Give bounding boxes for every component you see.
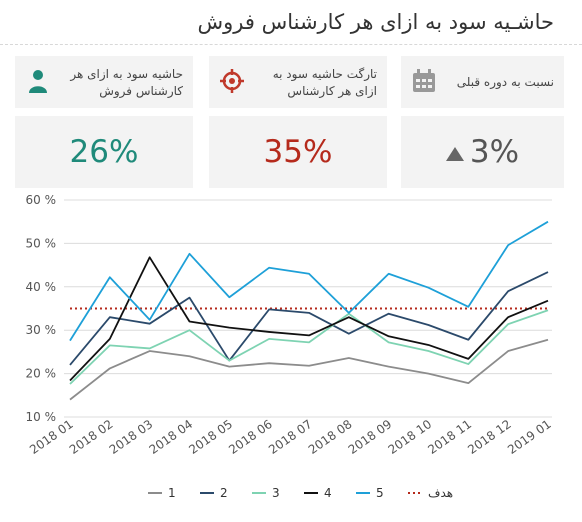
y-tick-label: 30 %: [26, 323, 57, 337]
target-label-line1: تارگت حاشیه سود به: [272, 67, 377, 81]
person-icon: [29, 70, 47, 93]
legend-label-3: 3: [272, 486, 280, 500]
y-tick-label: 50 %: [26, 236, 57, 250]
profit-per-agent-label: حاشیه سود به ازای هر کارشناس فروش: [70, 66, 183, 100]
series-line-1: [69, 338, 549, 401]
y-tick-label: 10 %: [26, 410, 57, 424]
target-icon: [220, 69, 244, 93]
previous-period-card-header: نسبت به دوره قبلی: [401, 56, 564, 108]
profit-per-agent-label-line1: حاشیه سود به ازای هر: [70, 67, 183, 81]
profit-per-agent-card-header: حاشیه سود به ازای هر کارشناس فروش: [15, 56, 193, 108]
profit-per-agent-card-value: 26%: [15, 116, 193, 188]
x-tick-label: 2018 11: [425, 417, 474, 457]
triangle-up-icon: [445, 146, 464, 161]
x-tick-label: 2018 07: [266, 417, 315, 457]
x-tick-label: 2018 09: [346, 417, 395, 457]
series-line-4: [69, 256, 549, 382]
x-tick-label: 2018 12: [465, 417, 514, 457]
legend-label-2: 2: [220, 486, 228, 500]
previous-period-label: نسبت به دوره قبلی: [457, 74, 554, 91]
x-tick-label: 2018 04: [147, 417, 196, 457]
series-line-5: [69, 220, 549, 342]
x-tick-label: 2019 01: [505, 417, 554, 457]
y-tick-label: 40 %: [26, 280, 57, 294]
x-tick-label: 2018 02: [67, 417, 116, 457]
target-label: تارگت حاشیه سود به ازای هر کارشناس: [273, 66, 377, 100]
chart-series: [69, 220, 549, 401]
x-tick-label: 2018 03: [107, 417, 156, 457]
y-tick-label: 60 %: [26, 193, 57, 207]
series-line-2: [69, 271, 549, 366]
profit-per-agent-value: 26%: [69, 134, 139, 170]
target-label-line2: ازای هر کارشناس: [287, 84, 377, 98]
x-tick-label: 2018 10: [386, 417, 435, 457]
x-tick-label: 2018 08: [306, 417, 355, 457]
x-tick-label: 2018 06: [226, 417, 275, 457]
profit-per-agent-label-line2: کارشناس فروش: [99, 84, 183, 98]
chart-legend: 1 2 3 4 5 هدف: [148, 486, 453, 500]
page-title: حاشـیه سود به ازای هر کارشناس فروش: [197, 10, 555, 34]
target-card-header: تارگت حاشیه سود به ازای هر کارشناس: [209, 56, 387, 108]
previous-period-value-wrap: 3%: [401, 134, 564, 170]
title-divider: [0, 44, 582, 45]
calendar-icon: [413, 69, 435, 92]
previous-period-value: 3%: [469, 134, 520, 170]
target-value: 35%: [263, 134, 333, 170]
previous-period-card-value: 3%: [401, 116, 564, 188]
x-tick-label: 2018 05: [186, 417, 235, 457]
y-tick-label: 20 %: [26, 367, 57, 381]
series-line-3: [69, 309, 549, 385]
previous-period-label-line1: نسبت به دوره قبلی: [456, 75, 554, 89]
chart-grid: [64, 199, 552, 418]
y-axis-ticks: 10 % 20 % 30 % 40 % 50 % 60 %: [26, 193, 57, 424]
target-card-value: 35%: [209, 116, 387, 188]
legend-label-4: 4: [324, 486, 332, 500]
legend-label-5: 5: [376, 486, 384, 500]
legend-label-1: 1: [168, 486, 176, 500]
legend-label-target: هدف: [428, 486, 453, 500]
